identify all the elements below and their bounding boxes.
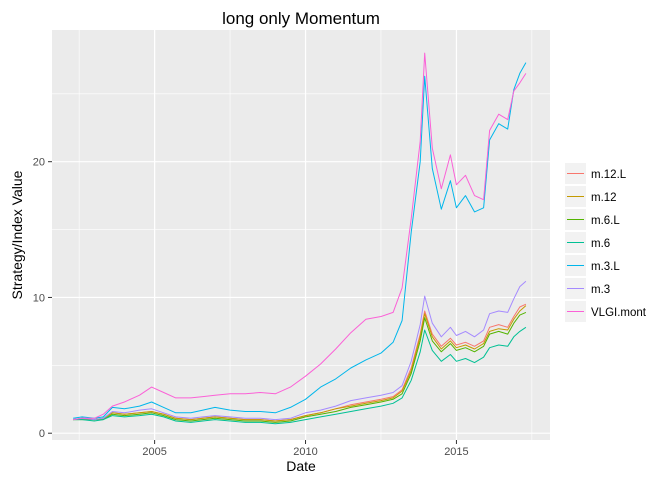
y-axis-ticks: 0 10 20 (33, 157, 52, 440)
legend-label: VLGI.mont (591, 307, 647, 319)
legend: m.12.L m.12 m.6.L m.6 m.3.L m.3 VLGI.mont (565, 163, 647, 322)
series-line-m-6 (73, 326, 527, 425)
x-axis-title: Date (286, 458, 316, 474)
y-tick-label: 10 (33, 292, 45, 304)
x-axis-ticks: 2005 2010 2015 (142, 440, 469, 458)
series-lines (73, 52, 527, 425)
plot-panel (52, 30, 550, 440)
legend-label: m.12.L (591, 169, 627, 181)
series-line-m-3-l (73, 62, 527, 419)
legend-label: m.12 (591, 192, 617, 204)
x-tick-label: 2010 (293, 446, 317, 458)
series-line-m-3 (73, 280, 527, 421)
y-tick-label: 0 (39, 428, 45, 440)
legend-label: m.6.L (591, 215, 620, 227)
major-gridlines (52, 30, 550, 440)
y-tick-label: 20 (33, 157, 45, 169)
series-line-m-12 (73, 305, 527, 422)
minor-gridlines (52, 30, 550, 440)
series-line-m-6-l (73, 311, 527, 423)
x-tick-label: 2005 (142, 446, 166, 458)
legend-label: m.3 (591, 284, 610, 296)
legend-label: m.6 (591, 238, 610, 250)
series-line-vlgi-mont (73, 52, 527, 421)
chart-title: long only Momentum (222, 9, 380, 28)
x-tick-label: 2015 (444, 446, 468, 458)
y-axis-title: Strategy/Index Value (9, 170, 25, 299)
legend-label: m.3.L (591, 261, 620, 273)
